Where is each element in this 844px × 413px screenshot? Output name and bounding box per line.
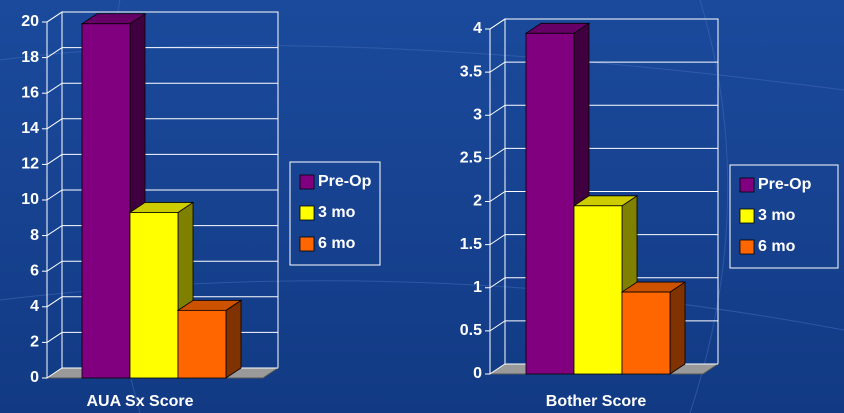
y-tick-label: 4 — [30, 298, 39, 315]
y-tick-label: 2 — [30, 334, 39, 351]
legend-label: 3 mo — [318, 204, 356, 221]
grid-line — [489, 104, 718, 116]
grid-line — [46, 11, 278, 23]
legend-label: 6 mo — [318, 235, 356, 252]
y-tick-label: 0 — [473, 365, 482, 382]
legend-label: Pre-Op — [758, 176, 812, 193]
bar — [129, 212, 179, 379]
y-tick-label: 4 — [473, 20, 482, 37]
legend-label: Pre-Op — [318, 173, 372, 190]
legend-swatch — [299, 174, 315, 190]
legend-swatch — [739, 177, 755, 193]
bar — [177, 309, 227, 379]
legend-swatch — [299, 205, 315, 221]
y-tick-label: 20 — [21, 13, 39, 30]
bar-side — [669, 281, 686, 375]
y-tick-label: 16 — [21, 84, 39, 101]
legend-swatch — [299, 236, 315, 252]
grid-line — [489, 18, 718, 30]
y-tick-label: 0 — [30, 369, 39, 386]
y-tick-label: 14 — [21, 120, 39, 137]
y-tick-label: 6 — [30, 262, 39, 279]
grid-line — [489, 277, 718, 289]
y-tick-label: 2 — [473, 193, 482, 210]
y-tick-label: 2.5 — [460, 150, 482, 167]
grid-line — [46, 296, 278, 308]
grid-line — [46, 118, 278, 130]
legend — [729, 164, 839, 269]
x-axis-label: Bother Score — [546, 393, 647, 410]
y-tick-label: 3.5 — [460, 63, 482, 80]
bar — [621, 291, 671, 375]
x-axis-label: AUA Sx Score — [87, 393, 194, 410]
grid-line — [46, 260, 278, 272]
grid-line — [46, 47, 278, 59]
legend — [289, 161, 381, 266]
grid-line — [46, 153, 278, 165]
bar — [525, 32, 575, 375]
legend-label: 6 mo — [758, 238, 796, 255]
legend-label: 3 mo — [758, 207, 796, 224]
y-tick-label: 10 — [21, 191, 39, 208]
grid-line — [46, 225, 278, 237]
legend-swatch — [739, 208, 755, 224]
y-tick-label: 1 — [473, 279, 482, 296]
y-tick-label: 12 — [21, 156, 39, 173]
bar — [573, 205, 623, 375]
y-tick-label: 8 — [30, 227, 39, 244]
grid-line — [489, 191, 718, 202]
grid-line — [489, 234, 718, 246]
chart: 0 0.5 1 1.5 2 2.5 3 3.5 4 Bother Score Pre-Op 3 mo 6… — [460, 18, 839, 410]
grid-line — [46, 82, 278, 94]
y-tick-label: 3 — [473, 106, 482, 123]
chart: 0 2 4 6 8 10 12 14 16 18 20 AUA Sx Score Pre-Op 3 mo 6… — [21, 11, 381, 410]
grid-line — [46, 189, 278, 201]
legend-swatch — [739, 239, 755, 255]
y-tick-label: 1.5 — [460, 236, 482, 253]
bar — [81, 23, 131, 379]
bar-side — [225, 299, 242, 379]
grid-line — [489, 147, 718, 159]
grid-line — [489, 61, 718, 73]
y-tick-label: 0.5 — [460, 322, 482, 339]
y-tick-label: 18 — [21, 49, 39, 66]
